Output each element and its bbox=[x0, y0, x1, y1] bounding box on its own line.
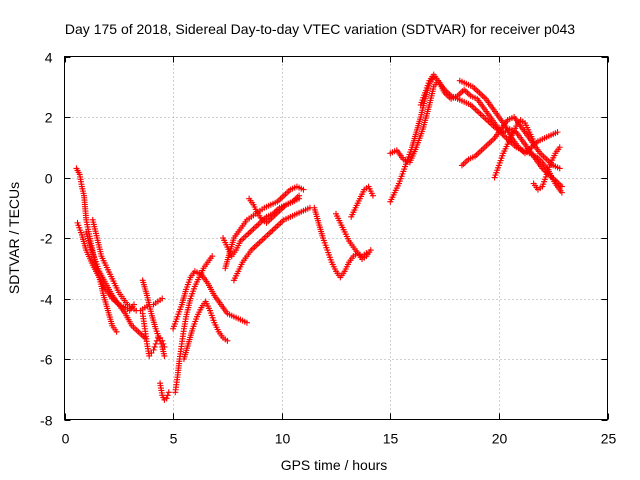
y-tick-label: -8 bbox=[40, 413, 53, 429]
y-tick-label: 4 bbox=[45, 50, 53, 66]
x-tick-label: 15 bbox=[383, 431, 399, 447]
data-points bbox=[73, 71, 565, 403]
data-point bbox=[157, 334, 164, 341]
y-tick-label: -6 bbox=[40, 352, 53, 368]
y-tick-label: -4 bbox=[40, 292, 53, 308]
data-point bbox=[163, 395, 170, 402]
data-point bbox=[161, 343, 168, 350]
data-point bbox=[556, 144, 563, 151]
data-point bbox=[159, 295, 166, 302]
data-point bbox=[161, 352, 168, 359]
data-point-fill bbox=[164, 392, 171, 399]
data-point bbox=[152, 340, 159, 347]
data-point-fill bbox=[153, 337, 160, 344]
data-point bbox=[150, 346, 157, 353]
chart-title: Day 175 of 2018, Sidereal Day-to-day VTE… bbox=[65, 21, 575, 37]
grid-lines bbox=[64, 56, 608, 420]
data-point bbox=[165, 389, 172, 396]
x-tick-label: 5 bbox=[170, 431, 178, 447]
data-point bbox=[558, 183, 565, 190]
data-point bbox=[159, 337, 166, 344]
x-axis-label: GPS time / hours bbox=[281, 457, 388, 473]
data-point-fill bbox=[160, 340, 167, 347]
x-tick-label: 0 bbox=[62, 431, 70, 447]
data-point bbox=[530, 138, 537, 145]
data-point bbox=[558, 189, 565, 196]
data-point bbox=[369, 192, 376, 199]
data-point bbox=[554, 129, 561, 136]
x-tick-label: 25 bbox=[601, 431, 617, 447]
data-point bbox=[148, 349, 155, 356]
x-tick-label: 20 bbox=[492, 431, 508, 447]
data-point bbox=[296, 195, 303, 202]
plot-frame bbox=[64, 56, 608, 420]
data-point bbox=[367, 247, 374, 254]
y-axis-label: SDTVAR / TECUs bbox=[6, 182, 22, 294]
data-point bbox=[300, 186, 307, 193]
data-point bbox=[556, 165, 563, 172]
y-tick-label: 0 bbox=[45, 171, 53, 187]
data-point bbox=[146, 352, 153, 359]
axis-ticks: 0 5 10 15 20 25 -8 -6 -4 -2 0 2 4 bbox=[40, 50, 616, 447]
data-point bbox=[209, 253, 216, 260]
data-point bbox=[243, 319, 250, 326]
y-tick-label: -2 bbox=[40, 231, 53, 247]
data-point bbox=[113, 328, 120, 335]
y-tick-label: 2 bbox=[45, 110, 53, 126]
data-point bbox=[224, 337, 231, 344]
x-tick-label: 10 bbox=[275, 431, 291, 447]
data-point-fill bbox=[151, 343, 158, 350]
